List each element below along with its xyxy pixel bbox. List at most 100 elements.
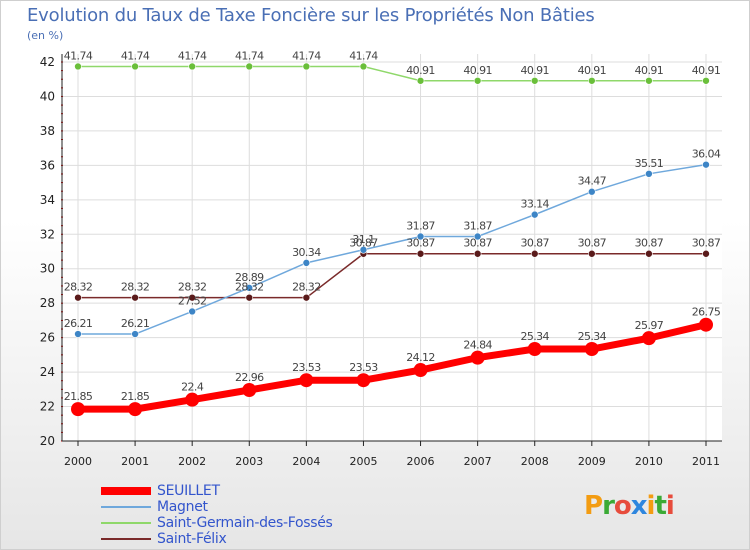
data-label: 41.74 bbox=[349, 49, 378, 62]
data-point bbox=[645, 76, 653, 85]
legend-label: Saint-Germain-des-Fossés bbox=[157, 515, 333, 531]
data-label: 21.85 bbox=[64, 390, 93, 403]
data-point bbox=[302, 62, 311, 71]
legend-label: SEUILLET bbox=[157, 483, 220, 499]
data-label: 28.32 bbox=[64, 281, 93, 294]
logo-letter: r bbox=[602, 491, 615, 521]
data-point bbox=[356, 373, 371, 388]
data-point bbox=[645, 170, 653, 178]
data-point bbox=[245, 284, 254, 292]
legend-swatch bbox=[101, 506, 151, 508]
data-label: 40.91 bbox=[635, 64, 664, 77]
data-point bbox=[641, 331, 656, 346]
y-tick-label: 42 bbox=[40, 55, 55, 69]
x-tick-label: 2001 bbox=[121, 455, 149, 468]
x-tick-label: 2004 bbox=[292, 455, 320, 468]
data-point bbox=[416, 76, 425, 85]
data-label: 24.84 bbox=[463, 339, 492, 352]
data-label: 31.1 bbox=[352, 233, 374, 246]
data-label: 30.87 bbox=[349, 237, 378, 250]
data-label: 30.34 bbox=[292, 246, 321, 259]
data-point bbox=[245, 62, 254, 71]
data-point bbox=[359, 62, 368, 71]
series-line bbox=[77, 163, 707, 335]
data-label: 28.89 bbox=[235, 271, 264, 284]
y-tick-label: 32 bbox=[40, 227, 55, 241]
x-tick-label: 2008 bbox=[521, 455, 549, 468]
data-point bbox=[416, 232, 425, 241]
y-tick-label: 30 bbox=[40, 262, 55, 276]
legend-swatch bbox=[101, 522, 151, 524]
data-point bbox=[74, 293, 82, 302]
data-label: 41.74 bbox=[178, 49, 207, 62]
data-point bbox=[302, 293, 311, 302]
data-label: 30.87 bbox=[463, 237, 492, 250]
data-label: 30.87 bbox=[520, 237, 549, 250]
data-label: 28.32 bbox=[292, 281, 321, 294]
data-label: 22.4 bbox=[181, 381, 204, 394]
y-tick-label: 38 bbox=[40, 124, 55, 138]
data-point bbox=[473, 232, 482, 241]
y-tick-label: 40 bbox=[40, 89, 55, 103]
data-point bbox=[588, 76, 596, 85]
data-label: 28.32 bbox=[178, 281, 207, 294]
logo-letter: t bbox=[654, 491, 666, 521]
data-label: 30.87 bbox=[578, 237, 607, 250]
logo-letter: i bbox=[646, 491, 656, 521]
data-label: 24.12 bbox=[406, 351, 435, 364]
data-label: 25.97 bbox=[635, 319, 664, 332]
data-label: 41.74 bbox=[121, 49, 150, 62]
x-tick-label: 2009 bbox=[578, 455, 606, 468]
y-unit-label: (en %) bbox=[27, 29, 64, 42]
data-point bbox=[584, 342, 599, 357]
chart-title: Evolution du Taux de Taxe Foncière sur l… bbox=[27, 5, 595, 26]
data-point bbox=[413, 363, 428, 378]
plot-area bbox=[62, 54, 722, 441]
y-tick-label: 26 bbox=[40, 331, 55, 345]
data-label: 27.52 bbox=[178, 294, 207, 307]
data-point bbox=[473, 76, 482, 85]
x-tick-label: 2010 bbox=[635, 455, 663, 468]
data-label: 41.74 bbox=[292, 49, 321, 62]
data-point bbox=[645, 249, 653, 258]
data-point bbox=[359, 245, 368, 254]
data-point bbox=[699, 317, 713, 332]
x-tick-label: 2003 bbox=[235, 455, 263, 468]
data-label: 28.32 bbox=[121, 281, 150, 294]
data-point bbox=[588, 187, 596, 196]
data-label: 26.21 bbox=[64, 317, 93, 330]
y-tick-label: 36 bbox=[40, 158, 55, 172]
data-label: 30.87 bbox=[406, 237, 435, 250]
data-label: 23.53 bbox=[292, 361, 321, 374]
data-label: 21.85 bbox=[121, 390, 150, 403]
data-point bbox=[185, 392, 200, 407]
x-tick-label: 2002 bbox=[178, 455, 206, 468]
logo-letter: P bbox=[584, 491, 603, 521]
data-point bbox=[245, 293, 254, 302]
data-point bbox=[588, 249, 596, 258]
logo-letter: o bbox=[613, 491, 632, 521]
y-tick-label: 20 bbox=[40, 434, 55, 448]
data-label: 40.91 bbox=[406, 64, 435, 77]
data-label: 40.91 bbox=[463, 64, 492, 77]
y-tick-label: 22 bbox=[40, 400, 55, 414]
data-point bbox=[530, 210, 539, 219]
data-label: 36.04 bbox=[692, 148, 721, 161]
data-label: 35.51 bbox=[635, 157, 664, 170]
data-label: 26.75 bbox=[692, 306, 721, 319]
data-label: 40.91 bbox=[520, 64, 549, 77]
data-label: 34.47 bbox=[578, 175, 607, 188]
data-label: 25.34 bbox=[578, 330, 607, 343]
data-label: 25.34 bbox=[520, 330, 549, 343]
data-point bbox=[74, 330, 82, 338]
logo-letter: x bbox=[630, 491, 648, 521]
x-tick-label: 2000 bbox=[64, 455, 92, 468]
data-point bbox=[131, 330, 139, 338]
legend-swatch bbox=[101, 487, 151, 495]
data-point bbox=[530, 249, 539, 258]
data-point bbox=[416, 249, 425, 258]
data-point bbox=[702, 76, 710, 85]
data-label: 40.91 bbox=[578, 64, 607, 77]
y-tick-label: 34 bbox=[40, 193, 55, 207]
